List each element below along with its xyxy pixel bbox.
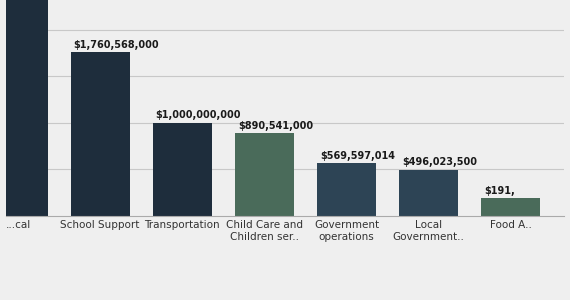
Text: $191,: $191, — [484, 186, 515, 196]
Text: $1,760,568,000: $1,760,568,000 — [74, 40, 159, 50]
Bar — [481, 198, 540, 216]
Text: $569,597,014: $569,597,014 — [320, 151, 395, 160]
Bar — [153, 123, 212, 216]
Text: $890,541,000: $890,541,000 — [238, 121, 313, 131]
Text: $496,023,500: $496,023,500 — [402, 158, 477, 167]
Text: $1,000,000,000: $1,000,000,000 — [156, 110, 241, 121]
Bar — [0, 0, 47, 216]
Bar — [317, 163, 376, 216]
Bar — [71, 52, 130, 216]
Bar — [235, 133, 294, 216]
Bar — [399, 170, 458, 216]
